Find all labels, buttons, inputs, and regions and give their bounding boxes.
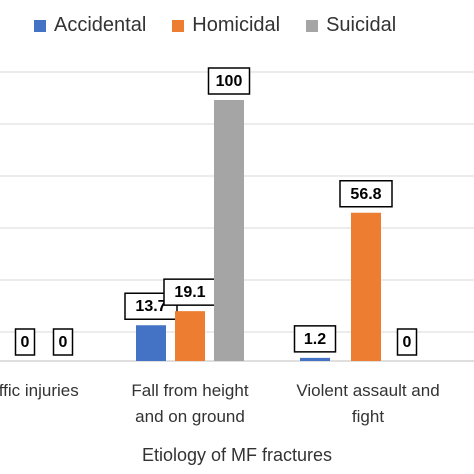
- data-label-homicidal-2: 56.8: [339, 180, 393, 208]
- legend-item-suicidal: Suicidal: [306, 14, 396, 37]
- bar-accidental-1: [136, 325, 166, 361]
- legend-swatch-suicidal: [306, 19, 319, 32]
- svg-text:0: 0: [21, 334, 30, 351]
- legend-swatch-accidental: [34, 19, 46, 32]
- x-axis-title: Etiology of MF fractures: [141, 445, 333, 465]
- legend-label-homicidal: Homicidal: [192, 14, 281, 36]
- bar-homicidal-1: [175, 311, 205, 361]
- data-label-suicidal-0: 0: [52, 328, 74, 356]
- legend-label-suicidal: Suicidal: [326, 14, 397, 36]
- bar-accidental-2: [300, 357, 330, 361]
- category-label-road-traffic: affic injuries: [0, 381, 79, 400]
- category-label-fall: Fall from height and on ground: [131, 381, 249, 426]
- data-label-suicidal-1: 100: [207, 67, 251, 95]
- bar-homicidal-2: [351, 212, 381, 361]
- data-label-accidental-1: 13.7: [124, 292, 178, 320]
- data-label-suicidal-2: 0: [396, 328, 418, 356]
- data-label-accidental-2: 1.2: [293, 325, 337, 353]
- svg-text:100: 100: [216, 73, 243, 90]
- legend-label-accidental: Accidental: [54, 14, 147, 36]
- legend-swatch-homicidal: [172, 19, 185, 32]
- svg-text:0: 0: [403, 334, 412, 351]
- data-label-homicidal-1: 19.1: [163, 278, 217, 306]
- svg-text:1.2: 1.2: [304, 331, 326, 348]
- svg-text:13.7: 13.7: [135, 298, 166, 315]
- legend: Accidental Homicidal Suicidal: [34, 14, 422, 37]
- svg-text:19.1: 19.1: [174, 284, 205, 301]
- legend-item-accidental: Accidental: [34, 14, 146, 37]
- bar-suicidal-1: [214, 100, 244, 361]
- svg-text:56.8: 56.8: [350, 186, 381, 203]
- category-label-violent-assault: Violent assault and fight: [296, 381, 440, 426]
- svg-text:0: 0: [59, 334, 68, 351]
- legend-item-homicidal: Homicidal: [172, 14, 280, 37]
- data-label-homicidal-0: 0: [14, 328, 36, 356]
